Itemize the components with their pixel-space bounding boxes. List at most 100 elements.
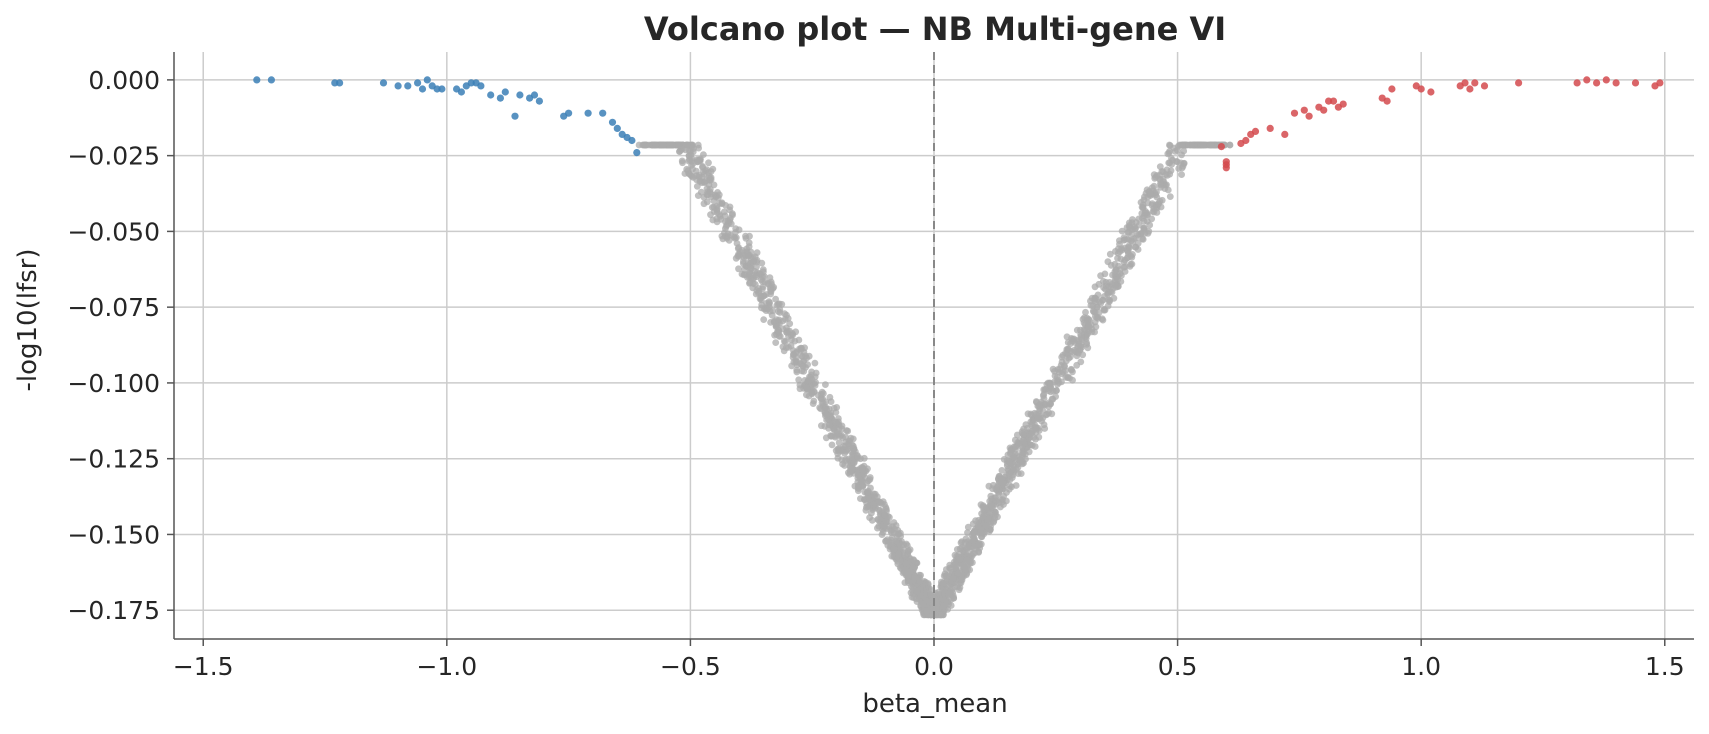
point-not-significant (689, 173, 697, 181)
point-not-significant (757, 294, 765, 302)
point-not-significant (1124, 235, 1131, 243)
point-not-significant (1010, 465, 1017, 473)
point-not-significant (1057, 362, 1065, 369)
point-not-significant (1018, 428, 1026, 436)
point-not-significant (795, 376, 803, 384)
point-not-significant (848, 441, 856, 449)
point-not-significant (935, 588, 942, 596)
point-not-significant (773, 316, 780, 323)
point-not-significant (1052, 387, 1060, 395)
point-not-significant (803, 385, 811, 393)
point-not-significant (1042, 401, 1050, 408)
point-not-significant (946, 564, 953, 572)
point-not-significant (904, 572, 912, 580)
point-not-significant (1085, 323, 1093, 331)
point-not-significant (953, 563, 960, 571)
point-not-significant (868, 509, 875, 517)
point-up (1339, 100, 1347, 108)
point-not-significant (803, 391, 810, 399)
point-not-significant (1104, 302, 1112, 310)
point-not-significant (955, 569, 963, 577)
point-not-significant (1102, 278, 1110, 286)
point-not-significant (753, 263, 760, 271)
point-not-significant (1189, 141, 1197, 149)
point-not-significant (1062, 367, 1069, 375)
point-not-significant (874, 524, 881, 532)
point-not-significant (708, 204, 716, 211)
point-not-significant (963, 556, 971, 564)
point-not-significant (812, 369, 820, 377)
point-not-significant (1077, 358, 1085, 366)
point-up (1383, 97, 1391, 105)
point-not-significant (1051, 378, 1058, 386)
point-down (565, 109, 573, 117)
point-not-significant (766, 274, 774, 282)
axes-layer: −1.5 −1.0 −0.5 0.0 0.5 1.0 1.5 0.000 −0.025 −0.05… (67, 52, 1694, 681)
point-not-significant (1180, 160, 1188, 168)
point-down (404, 82, 412, 90)
point-not-significant (902, 560, 910, 567)
point-not-significant (755, 287, 763, 295)
point-not-significant (776, 332, 784, 340)
point-not-significant (1226, 141, 1234, 149)
point-not-significant (1032, 435, 1039, 443)
y-tick-label: −0.125 (67, 445, 160, 474)
point-down (487, 91, 495, 99)
point-not-significant (832, 419, 840, 426)
point-up (1300, 106, 1308, 114)
point-not-significant (896, 564, 904, 571)
point-up (1573, 79, 1581, 87)
point-not-significant (808, 389, 816, 397)
point-not-significant (1031, 443, 1039, 450)
point-not-significant (850, 459, 858, 467)
point-not-significant (1147, 190, 1155, 198)
point-not-significant (1124, 254, 1131, 261)
point-not-significant (1010, 454, 1018, 461)
point-not-significant (975, 540, 983, 547)
point-not-significant (1094, 303, 1101, 311)
point-not-significant (1090, 308, 1098, 316)
point-not-significant (898, 541, 906, 548)
point-not-significant (974, 522, 982, 530)
point-down (496, 94, 504, 102)
point-up (1480, 82, 1489, 90)
point-not-significant (849, 453, 856, 461)
point-not-significant (1095, 280, 1103, 288)
point-not-significant (790, 358, 798, 366)
point-down (414, 79, 422, 87)
point-not-significant (1164, 150, 1172, 158)
point-down (267, 76, 275, 84)
point-not-significant (1129, 251, 1136, 258)
point-not-significant (860, 470, 868, 478)
point-down (418, 85, 427, 93)
point-not-significant (1006, 458, 1013, 466)
point-not-significant (1144, 229, 1152, 237)
point-not-significant (775, 300, 783, 308)
point-not-significant (979, 513, 987, 521)
point-down (516, 91, 524, 99)
point-not-significant (881, 511, 889, 518)
point-not-significant (957, 539, 965, 547)
point-not-significant (901, 552, 909, 560)
point-not-significant (1125, 223, 1133, 231)
point-not-significant (1034, 414, 1041, 422)
point-up (1612, 79, 1620, 87)
point-not-significant (818, 422, 825, 430)
point-not-significant (772, 339, 780, 346)
point-not-significant (747, 264, 754, 272)
point-up (1583, 76, 1591, 84)
point-not-significant (1022, 455, 1029, 463)
point-not-significant (992, 485, 1000, 493)
point-not-significant (992, 511, 999, 519)
point-not-significant (1132, 243, 1140, 251)
point-not-significant (987, 492, 995, 500)
point-up (1290, 109, 1299, 117)
point-not-significant (1121, 268, 1129, 275)
point-not-significant (707, 211, 714, 219)
point-up (1305, 112, 1313, 120)
point-not-significant (732, 229, 739, 236)
point-not-significant (1006, 482, 1014, 490)
point-not-significant (1024, 410, 1032, 418)
point-not-significant (694, 158, 702, 166)
point-not-significant (696, 178, 704, 185)
